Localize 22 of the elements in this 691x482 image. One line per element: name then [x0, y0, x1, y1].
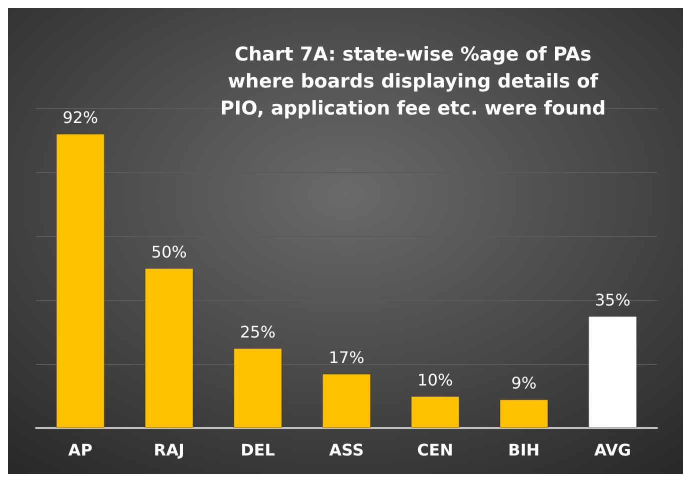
x-tick-label: ASS	[329, 440, 364, 460]
x-tick-label: AP	[68, 440, 93, 460]
data-label: 17%	[328, 348, 364, 368]
data-label: 9%	[511, 374, 537, 393]
x-tick-label: DEL	[240, 440, 275, 460]
data-label: 35%	[594, 290, 630, 310]
data-label: 10%	[417, 370, 453, 390]
bar	[56, 134, 105, 428]
bar	[588, 316, 638, 428]
x-tick-label: AVG	[594, 440, 632, 460]
x-tick-label: RAJ	[154, 440, 184, 460]
bar	[410, 396, 460, 428]
chart-title: Chart 7A: state-wise %age of PAs where boards displaying details of PIO, application fee etc. were found	[220, 44, 606, 120]
bar	[144, 268, 194, 428]
data-label: 25%	[240, 322, 276, 342]
x-tick-label: BIH	[508, 440, 540, 460]
bar	[322, 374, 371, 428]
data-label: 92%	[62, 108, 98, 128]
bar	[500, 399, 548, 428]
x-tick-label: CEN	[417, 440, 454, 460]
data-label: 50%	[151, 242, 187, 262]
bar	[233, 348, 282, 428]
